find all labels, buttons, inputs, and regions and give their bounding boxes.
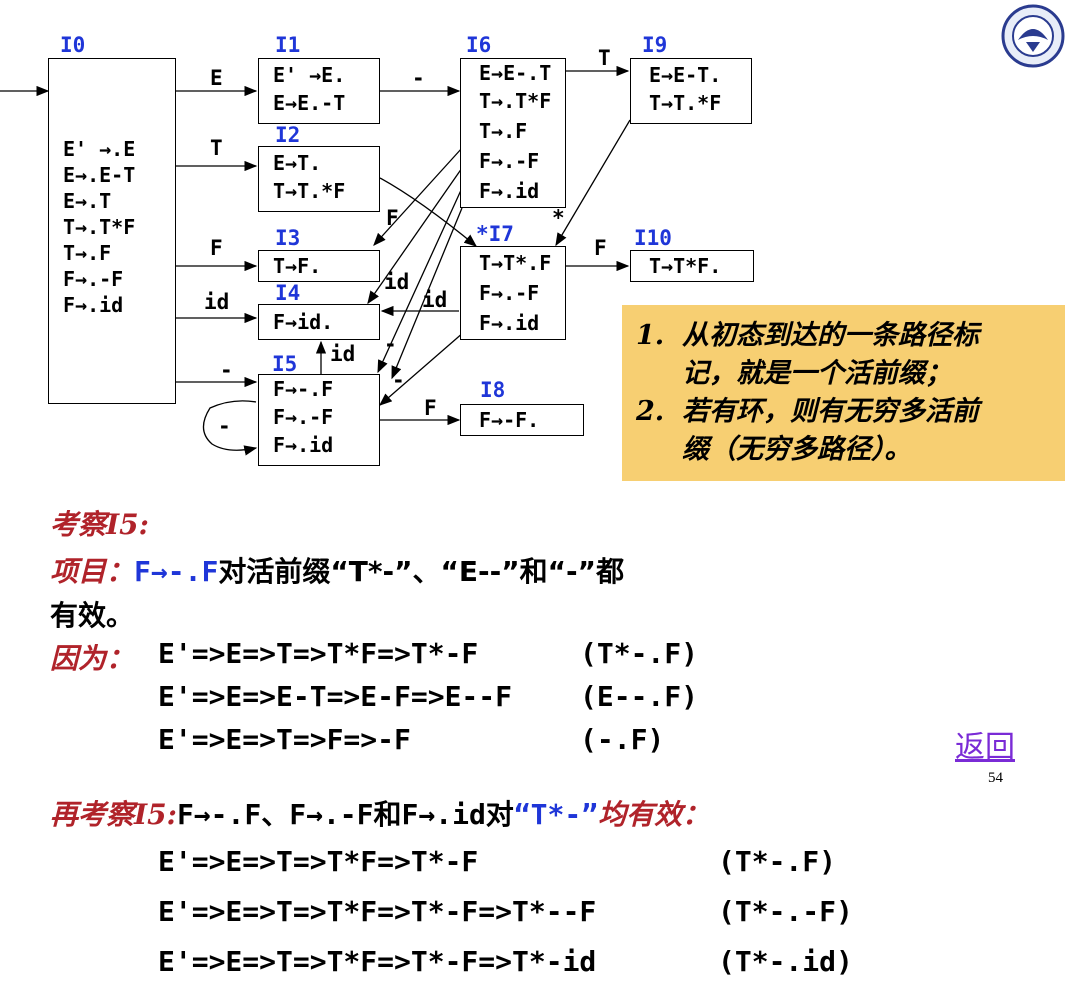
state-i9-box: E→E-T. T→T.*F bbox=[630, 58, 752, 124]
state-i3-box: T→F. bbox=[258, 250, 380, 282]
state-i0-item: T→.T*F bbox=[63, 215, 136, 239]
derivation-line: E'=>E=>E-T=>E-F=>E--F bbox=[158, 680, 513, 713]
derivation-line: E'=>E=>T=>F=>-F bbox=[158, 723, 411, 756]
edge-label-id: id bbox=[204, 290, 230, 314]
edge-label-id: id bbox=[384, 270, 410, 294]
note-text: 从初态到达的一条路径标 bbox=[682, 320, 979, 351]
state-i0-item: F→.-F bbox=[63, 267, 124, 291]
state-i7-item: F→.id bbox=[479, 311, 540, 335]
state-i9-item: E→E-T. bbox=[649, 63, 722, 87]
derivation-result: (E--.F) bbox=[580, 680, 699, 713]
state-i7-item: T→T*.F bbox=[479, 251, 552, 275]
edge-label-f: F bbox=[424, 396, 437, 420]
state-i4-label: I4 bbox=[275, 281, 301, 305]
because-label: 因为： bbox=[50, 642, 135, 675]
state-i1-box: E' →E. E→E.-T bbox=[258, 58, 380, 124]
edge-label-id: id bbox=[422, 288, 448, 312]
state-i2-label: I2 bbox=[275, 123, 301, 147]
note-number: 2. bbox=[636, 396, 665, 427]
note-box: 1. 从初态到达的一条路径标 记，就是一个活前缀； 2. 若有环，则有无穷多活前 缀… bbox=[622, 305, 1065, 481]
edge-label-star: * bbox=[552, 206, 565, 230]
state-i2-item: E→T. bbox=[273, 151, 322, 175]
edge-label-t: T bbox=[210, 136, 223, 160]
edge-label-minus: - bbox=[392, 368, 405, 392]
item-statement: 项目：F→-.F对活前缀“T*-”、“E--”和“-”都 bbox=[50, 555, 625, 588]
edge-label-f: F bbox=[594, 236, 607, 260]
state-i4-item: F→id. bbox=[273, 310, 334, 334]
state-i7-item: F→.-F bbox=[479, 281, 540, 305]
state-i5-item: F→.-F bbox=[273, 405, 334, 429]
state-i0-item: T→.F bbox=[63, 241, 112, 265]
state-i8-item: F→-F. bbox=[479, 408, 540, 432]
state-i0-label: I0 bbox=[60, 33, 86, 57]
edge-label-f: F bbox=[210, 236, 223, 260]
note-text: 缀（无穷多路径）。 bbox=[682, 434, 912, 465]
state-i0-item: E' →.E bbox=[63, 137, 136, 161]
derivation-line: E'=>E=>T=>T*F=>T*-F=>T*-id bbox=[158, 945, 597, 978]
heading-reexamine-i5: 再考察I5:F→-.F、F→.-F和F→.id对“T*-”均有效： bbox=[50, 798, 711, 831]
page-number: 54 bbox=[988, 770, 1003, 786]
state-i3-item: T→F. bbox=[273, 254, 322, 278]
derivation-result: (T*-.F) bbox=[718, 845, 837, 878]
edge-label-minus: - bbox=[412, 66, 425, 90]
state-i7-box: T→T*.F F→.-F F→.id bbox=[460, 246, 566, 340]
state-i8-box: F→-F. bbox=[460, 404, 584, 436]
state-i1-label: I1 bbox=[275, 33, 301, 57]
transition-edges bbox=[0, 65, 631, 456]
note-text: 记，就是一个活前缀； bbox=[682, 358, 952, 389]
state-i8-label: I8 bbox=[480, 378, 506, 402]
derivation-result: (-.F) bbox=[580, 723, 665, 756]
edge-label-minus: - bbox=[384, 332, 397, 356]
derivation-result: (T*-.F) bbox=[580, 637, 699, 670]
note-text: 若有环，则有无穷多活前 bbox=[682, 396, 979, 427]
edge-label-t: T bbox=[598, 46, 611, 70]
state-i10-label: I10 bbox=[634, 226, 672, 250]
state-i0-item: E→.E-T bbox=[63, 163, 136, 187]
state-i1-item: E→E.-T bbox=[273, 91, 346, 115]
state-i5-item: F→.id bbox=[273, 433, 334, 457]
state-i7-label: *I7 bbox=[476, 222, 514, 246]
state-i6-item: T→.T*F bbox=[479, 89, 552, 113]
state-i5-item: F→-.F bbox=[273, 377, 334, 401]
state-i9-label: I9 bbox=[642, 33, 668, 57]
state-i10-box: T→T*F. bbox=[630, 250, 754, 282]
state-i0-item: E→.T bbox=[63, 189, 112, 213]
state-i0-item: F→.id bbox=[63, 293, 124, 317]
state-i5-box: F→-.F F→.-F F→.id bbox=[258, 374, 380, 466]
state-i4-box: F→id. bbox=[258, 304, 380, 340]
derivation-result: (T*-.-F) bbox=[718, 895, 853, 928]
note-number: 1. bbox=[636, 320, 665, 351]
derivation-line: E'=>E=>T=>T*F=>T*-F bbox=[158, 637, 479, 670]
derivation-line: E'=>E=>T=>T*F=>T*-F bbox=[158, 845, 479, 878]
edge-label-f: F bbox=[386, 206, 399, 230]
back-link[interactable]: 返回 bbox=[955, 730, 1015, 765]
derivation-result: (T*-.id) bbox=[718, 945, 853, 978]
state-i2-item: T→T.*F bbox=[273, 179, 346, 203]
state-i2-box: E→T. T→T.*F bbox=[258, 146, 380, 212]
edge-label-e: E bbox=[210, 66, 223, 90]
derivation-line: E'=>E=>T=>T*F=>T*-F=>T*--F bbox=[158, 895, 597, 928]
state-i5-label: I5 bbox=[272, 352, 298, 376]
state-i6-label: I6 bbox=[466, 33, 492, 57]
edge-label-minus: - bbox=[220, 358, 233, 382]
state-i6-item: E→E-.T bbox=[479, 61, 552, 85]
state-i6-item: F→.-F bbox=[479, 149, 540, 173]
state-i10-item: T→T*F. bbox=[649, 254, 722, 278]
state-i9-item: T→T.*F bbox=[649, 91, 722, 115]
state-i6-item: F→.id bbox=[479, 179, 540, 203]
state-i3-label: I3 bbox=[275, 226, 301, 250]
university-seal-logo bbox=[1001, 4, 1065, 68]
heading-examine-i5: 考察I5: bbox=[50, 508, 149, 541]
state-i6-box: E→E-.T T→.T*F T→.F F→.-F F→.id bbox=[460, 58, 566, 208]
edge-label-minus-loop: - bbox=[218, 414, 231, 438]
edge-label-id: id bbox=[330, 342, 356, 366]
item-statement-cont: 有效。 bbox=[50, 599, 135, 632]
state-i1-item: E' →E. bbox=[273, 63, 346, 87]
state-i0-box: E' →.E E→.E-T E→.T T→.T*F T→.F F→.-F F→.… bbox=[48, 58, 176, 404]
state-i6-item: T→.F bbox=[479, 119, 528, 143]
